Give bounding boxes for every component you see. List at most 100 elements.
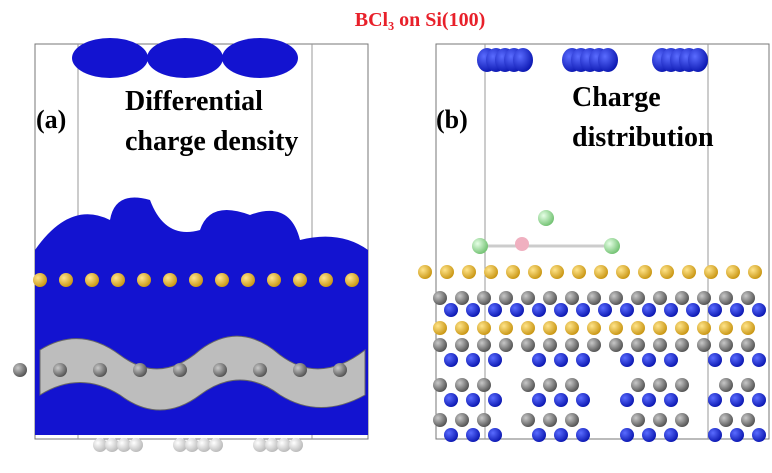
si-atom	[293, 273, 307, 287]
si-atom	[163, 273, 177, 287]
si-atom	[565, 378, 579, 392]
cl-atom	[604, 238, 620, 254]
charge-blob	[532, 428, 546, 442]
charge-blob	[708, 428, 722, 442]
charge-blob	[730, 393, 744, 407]
h-atom	[173, 438, 187, 452]
charge-blob	[147, 38, 223, 78]
si-atom	[675, 413, 689, 427]
cl-atom	[472, 238, 488, 254]
si-atom	[345, 273, 359, 287]
charge-blob	[513, 48, 533, 72]
charge-blob	[576, 303, 590, 317]
si-atom	[675, 378, 689, 392]
si-atom	[455, 291, 469, 305]
si-atom	[587, 338, 601, 352]
si-atom	[333, 363, 347, 377]
si-atom	[631, 413, 645, 427]
si-atom	[719, 413, 733, 427]
si-atom	[631, 338, 645, 352]
charge-blob	[576, 353, 590, 367]
h-atom	[265, 438, 279, 452]
si-atom	[631, 378, 645, 392]
si-atom	[477, 321, 491, 335]
si-atom	[748, 265, 762, 279]
si-atom	[521, 338, 535, 352]
si-atom	[13, 363, 27, 377]
charge-blob	[752, 428, 766, 442]
si-atom	[697, 291, 711, 305]
panel-label: Charge	[572, 82, 661, 113]
charge-blob	[730, 353, 744, 367]
charge-blob	[752, 303, 766, 317]
si-atom	[704, 265, 718, 279]
charge-blob	[444, 303, 458, 317]
charge-blob	[554, 393, 568, 407]
si-atom	[543, 413, 557, 427]
si-atom	[550, 265, 564, 279]
h-atom	[209, 438, 223, 452]
si-atom	[477, 413, 491, 427]
si-atom	[653, 321, 667, 335]
charge-blob	[642, 428, 656, 442]
figure-title: BCl₃ on Si(100)	[355, 9, 485, 31]
panel-label: distribution	[572, 122, 714, 153]
charge-blob	[642, 393, 656, 407]
cl-atom	[538, 210, 554, 226]
charge-blob	[620, 353, 634, 367]
charge-blob	[664, 393, 678, 407]
si-atom	[741, 413, 755, 427]
charge-blob	[466, 428, 480, 442]
si-atom	[726, 265, 740, 279]
h-atom	[129, 438, 143, 452]
si-atom	[521, 291, 535, 305]
si-atom	[477, 338, 491, 352]
si-atom	[173, 363, 187, 377]
charge-blob	[488, 353, 502, 367]
si-atom	[565, 321, 579, 335]
charge-blob	[510, 303, 524, 317]
si-atom	[565, 291, 579, 305]
charge-blob	[708, 353, 722, 367]
charge-blob	[532, 303, 546, 317]
si-atom	[609, 338, 623, 352]
si-atom	[433, 321, 447, 335]
charge-blob	[642, 303, 656, 317]
si-atom	[93, 363, 107, 377]
charge-blob	[72, 38, 148, 78]
si-atom	[543, 291, 557, 305]
si-atom	[111, 273, 125, 287]
si-atom	[719, 321, 733, 335]
si-atom	[609, 291, 623, 305]
charge-blob	[532, 393, 546, 407]
h-atom	[253, 438, 267, 452]
charge-blob	[576, 393, 590, 407]
charge-blob	[554, 428, 568, 442]
si-atom	[477, 378, 491, 392]
charge-blob	[444, 353, 458, 367]
charge-blob	[444, 393, 458, 407]
panel-tag: (b)	[436, 105, 468, 134]
si-atom	[499, 291, 513, 305]
h-atom	[185, 438, 199, 452]
charge-blob	[554, 303, 568, 317]
si-atom	[660, 265, 674, 279]
si-atom	[528, 265, 542, 279]
charge-blob	[488, 393, 502, 407]
si-atom	[53, 363, 67, 377]
h-atom	[289, 438, 303, 452]
charge-blob	[466, 393, 480, 407]
charge-blob	[576, 428, 590, 442]
si-atom	[587, 321, 601, 335]
charge-blob	[222, 38, 298, 78]
si-atom	[572, 265, 586, 279]
charge-blob	[730, 428, 744, 442]
si-atom	[638, 265, 652, 279]
charge-blob	[620, 393, 634, 407]
charge-blob	[642, 353, 656, 367]
si-atom	[506, 265, 520, 279]
charge-blob	[688, 48, 708, 72]
si-atom	[293, 363, 307, 377]
si-atom	[484, 265, 498, 279]
charge-blob	[488, 303, 502, 317]
